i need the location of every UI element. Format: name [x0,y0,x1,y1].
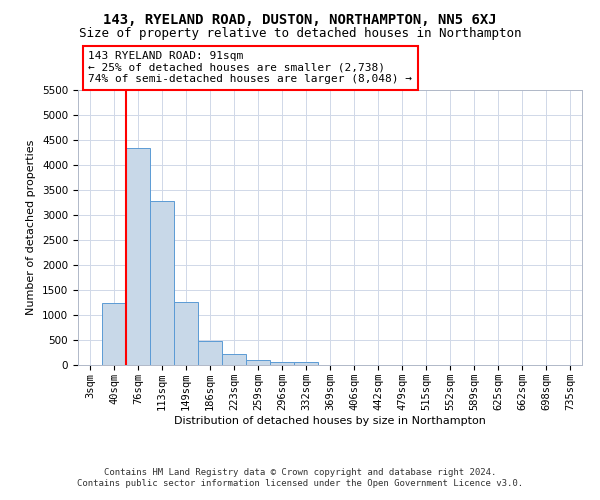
Bar [222,354,246,365]
X-axis label: Distribution of detached houses by size in Northampton: Distribution of detached houses by size … [174,416,486,426]
Text: 143, RYELAND ROAD, DUSTON, NORTHAMPTON, NN5 6XJ: 143, RYELAND ROAD, DUSTON, NORTHAMPTON, … [103,12,497,26]
Text: Contains HM Land Registry data © Crown copyright and database right 2024.
Contai: Contains HM Land Registry data © Crown c… [77,468,523,487]
Bar [294,362,318,365]
Bar [174,302,198,365]
Y-axis label: Number of detached properties: Number of detached properties [26,140,37,315]
Bar [246,360,270,365]
Text: 143 RYELAND ROAD: 91sqm
← 25% of detached houses are smaller (2,738)
74% of semi: 143 RYELAND ROAD: 91sqm ← 25% of detache… [88,52,412,84]
Bar [102,302,126,365]
Bar [150,201,174,365]
Bar [198,340,222,365]
Text: Size of property relative to detached houses in Northampton: Size of property relative to detached ho… [79,28,521,40]
Bar [126,148,150,365]
Bar [270,362,294,365]
